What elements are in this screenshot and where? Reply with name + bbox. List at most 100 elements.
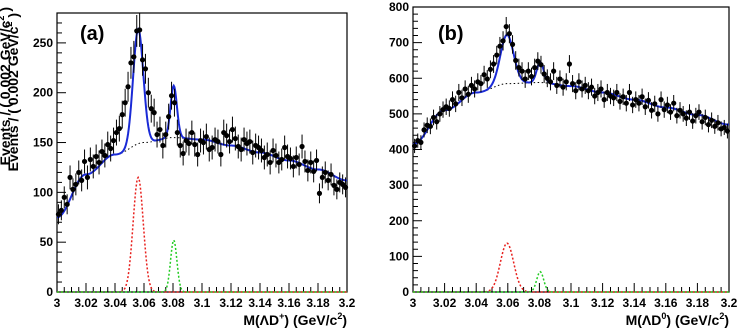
x-tick-label: 3.1: [194, 296, 211, 310]
x-tick-label: 3.04: [465, 296, 489, 310]
total-fit-curve: [56, 27, 348, 219]
data-point: [113, 119, 120, 146]
x-tick-label: 3.02: [74, 296, 98, 310]
data-point: [535, 52, 541, 71]
x-tick-label: 3.16: [654, 296, 678, 310]
signal-component-2: [413, 270, 729, 293]
data-point: [293, 146, 299, 169]
data-point: [342, 177, 349, 198]
data-point: [427, 118, 433, 135]
data-point: [487, 60, 494, 79]
panel-label-a: (a): [80, 23, 104, 45]
data-point: [177, 133, 183, 158]
data-point: [563, 73, 569, 91]
data-point: [305, 159, 311, 182]
data-point: [620, 88, 626, 105]
data-point: [598, 80, 604, 98]
data-point: [478, 75, 484, 93]
data-point: [322, 161, 328, 184]
data-point: [290, 155, 296, 178]
data-point: [148, 94, 154, 123]
data-point: [282, 135, 288, 160]
y-tick-label: 200: [33, 86, 53, 100]
data-point: [189, 120, 195, 145]
data-point: [579, 80, 585, 98]
x-tick-label: 3.14: [248, 296, 272, 310]
data-point: [229, 116, 236, 143]
data-point: [664, 96, 670, 114]
data-point: [696, 104, 702, 120]
data-point: [538, 55, 544, 74]
data-point: [221, 119, 227, 146]
data-point: [680, 106, 686, 122]
data-point: [503, 16, 509, 37]
data-point: [308, 151, 314, 174]
data-point: [557, 70, 563, 88]
data-point: [84, 165, 91, 190]
data-point: [569, 75, 576, 93]
data-point: [238, 137, 244, 162]
data-point: [195, 142, 201, 167]
x-tick-label: 3.12: [591, 296, 615, 310]
data-point: [105, 131, 111, 158]
data-point: [319, 166, 325, 189]
x-tick-label: 3.06: [132, 296, 156, 310]
data-point: [500, 31, 506, 51]
y-tick-label: 50: [40, 235, 54, 249]
data-point: [715, 114, 721, 131]
data-point: [99, 139, 105, 164]
data-point: [490, 55, 497, 73]
data-point: [267, 150, 273, 175]
data-point: [108, 135, 114, 162]
data-point: [554, 76, 560, 94]
data-point: [241, 127, 247, 152]
data-point: [484, 70, 490, 88]
data-point: [79, 169, 85, 192]
data-point: [547, 73, 554, 91]
data-point: [674, 107, 680, 124]
data-point: [430, 109, 437, 126]
data-point: [325, 170, 331, 191]
data-point: [61, 186, 67, 209]
data-point: [724, 123, 731, 139]
data-point: [131, 40, 137, 73]
data-point: [712, 118, 718, 134]
x-tick-label: 3.1: [563, 296, 580, 310]
data-point: [313, 149, 320, 172]
data-point: [551, 62, 557, 81]
data-point: [171, 88, 178, 117]
y-tick-label: 200: [389, 214, 409, 228]
data-point: [585, 82, 591, 100]
data-point: [250, 140, 256, 165]
data-point: [604, 83, 610, 102]
data-point: [686, 104, 693, 120]
data-point: [151, 98, 157, 127]
data-point: [494, 45, 500, 65]
data-point: [316, 183, 323, 204]
x-tick-label: 3.08: [528, 296, 552, 310]
data-point: [611, 89, 617, 107]
data-point: [145, 77, 151, 108]
data-point: [270, 138, 276, 163]
plot-frame-b: [412, 6, 730, 293]
data-point: [699, 113, 705, 130]
data-point: [119, 100, 125, 129]
data-point: [215, 129, 221, 154]
data-point: [232, 126, 238, 151]
x-tick-label: 3.06: [496, 296, 520, 310]
data-point: [437, 106, 443, 122]
data-point: [588, 78, 595, 96]
data-point: [218, 142, 224, 167]
data-point: [595, 83, 601, 102]
data-point: [614, 83, 620, 102]
data-point: [671, 94, 677, 112]
data-point: [525, 62, 531, 81]
y-tick-label: 800: [389, 0, 409, 14]
data-point: [648, 102, 655, 119]
data-point: [90, 154, 96, 179]
data-point: [449, 91, 456, 108]
x-tick-label: 3.12: [219, 296, 243, 310]
data-point: [76, 160, 82, 185]
